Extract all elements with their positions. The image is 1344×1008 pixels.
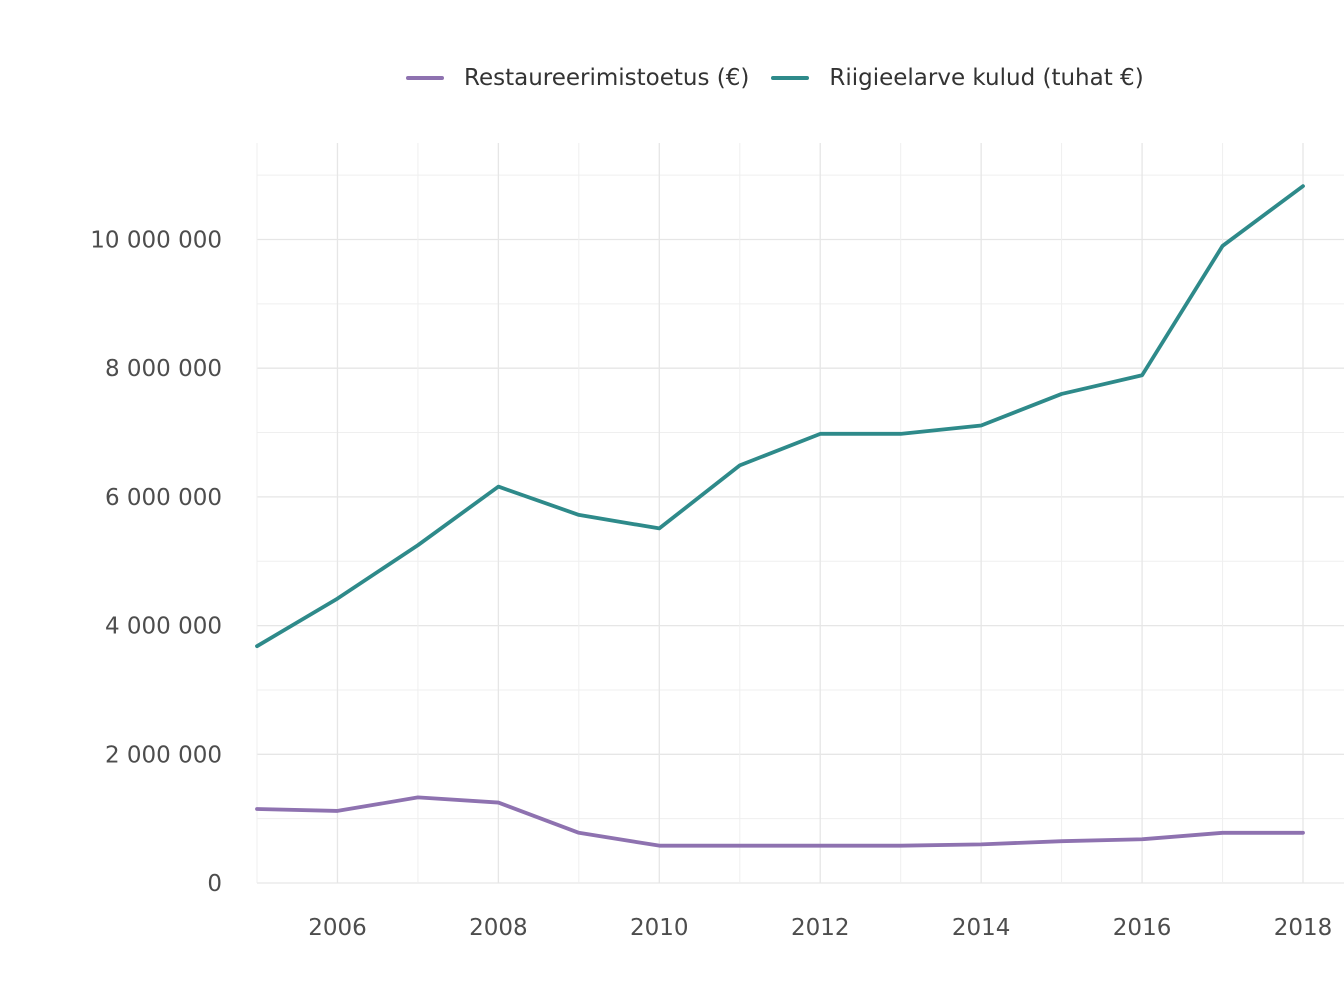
legend-label-restaureerimistoetus: Restaureerimistoetus (€) [464, 65, 750, 91]
x-tick-label: 2014 [952, 915, 1011, 941]
legend-label-riigieelarve: Riigieelarve kulud (tuhat €) [829, 65, 1144, 91]
x-tick-label: 2012 [791, 915, 850, 941]
legend-swatch-riigieelarve [771, 76, 810, 80]
series-line-restaureerimistoetus [255, 795, 1305, 848]
y-tick-label: 6 000 000 [105, 485, 222, 511]
chart-legend: Restaureerimistoetus (€) Riigieelarve ku… [0, 58, 1344, 98]
x-tick-label: 2008 [469, 915, 528, 941]
x-tick-label: 2018 [1274, 915, 1333, 941]
legend-item-restaureerimistoetus: Restaureerimistoetus (€) [406, 65, 749, 91]
x-tick-label: 2016 [1113, 915, 1172, 941]
y-tick-label: 0 [207, 871, 222, 897]
y-tick-label: 8 000 000 [105, 356, 222, 382]
x-tick-label: 2010 [630, 915, 689, 941]
y-tick-label: 4 000 000 [105, 614, 222, 640]
legend-swatch-restaureerimistoetus [406, 76, 444, 80]
x-tick-label: 2006 [308, 915, 367, 941]
y-tick-label: 2 000 000 [105, 742, 222, 768]
y-tick-label: 10 000 000 [90, 228, 222, 254]
legend-item-riigieelarve: Riigieelarve kulud (tuhat €) [771, 65, 1144, 91]
y-axis-tick-labels: 0 2 000 000 4 000 000 6 000 000 8 000 000 10 … [90, 228, 222, 898]
grid-lines [256, 143, 1344, 884]
series-line-riigieelarve [255, 184, 1305, 649]
x-axis-tick-labels: 2006 2008 2010 2012 2014 2016 2018 [308, 915, 1332, 941]
series-lines [255, 184, 1305, 848]
